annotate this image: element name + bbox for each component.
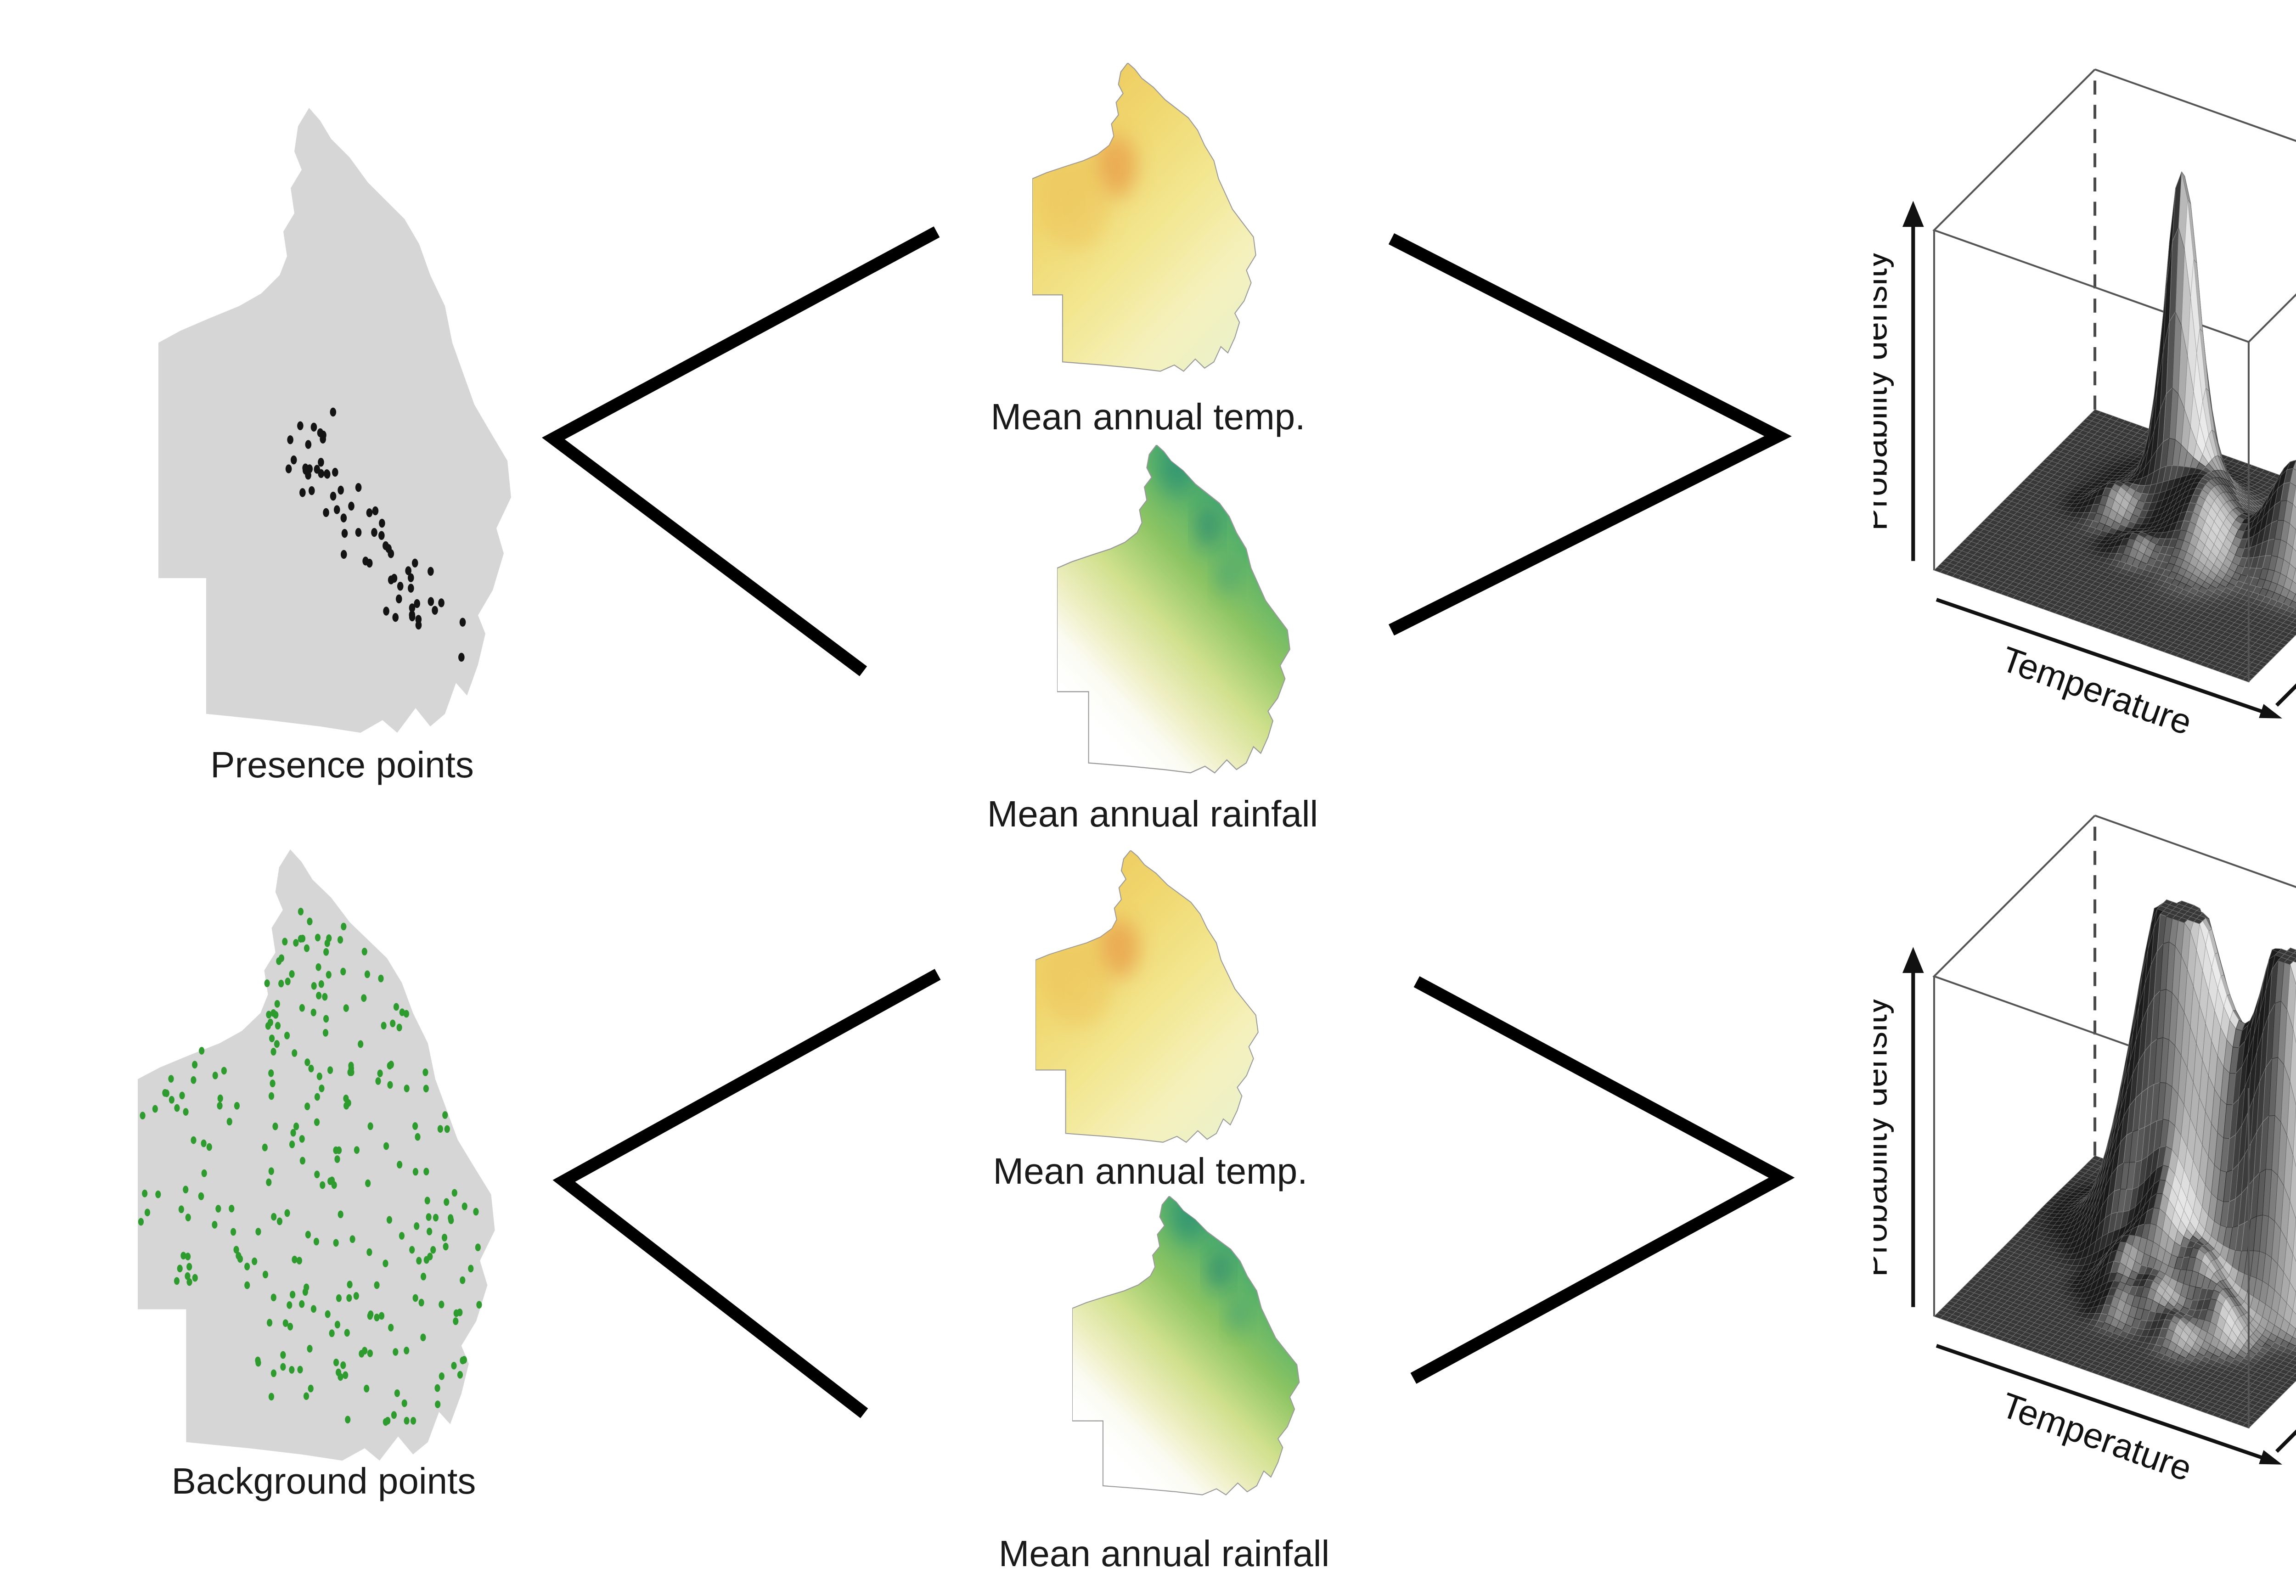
x-axis-arrowhead	[2259, 704, 2282, 719]
x-axis-arrowhead	[2259, 1450, 2282, 1465]
mean-annual-temp-map-bottom	[1035, 850, 1259, 1143]
mean-annual-temp-map-top	[1032, 63, 1256, 372]
mean-annual-rainfall-label-top: Mean annual rainfall	[987, 793, 1318, 834]
z-axis-arrowhead	[1902, 947, 1924, 973]
background-points-map	[138, 849, 495, 1461]
mean-annual-rainfall-label-bottom: Mean annual rainfall	[998, 1533, 1330, 1574]
x-axis-arrow	[1936, 1344, 2268, 1461]
connector-top-left	[542, 226, 940, 676]
surface-mesh	[1934, 171, 2296, 683]
density-surface-plot-available: Probability density Temperature Rainfall	[1874, 815, 2296, 1489]
connector-top-right	[1388, 233, 1792, 636]
mean-annual-rainfall-map-top	[1057, 445, 1290, 774]
mean-annual-rainfall-map-bottom	[1072, 1196, 1300, 1495]
density-surface-plot-presence: Probability density Temperature Rainfall	[1874, 68, 2296, 742]
connector-bottom-right	[1410, 976, 1795, 1384]
presence-points-map	[158, 108, 511, 733]
mean-annual-temp-label-top: Mean annual temp.	[990, 396, 1306, 437]
presence-points-label: Presence points	[210, 744, 474, 785]
z-axis-label: Probability density	[1874, 997, 1894, 1277]
z-axis-label: Probability density	[1874, 251, 1894, 531]
z-axis-arrowhead	[1902, 201, 1924, 227]
surface-mesh	[1934, 899, 2296, 1429]
mean-annual-temp-label-bottom: Mean annual temp.	[993, 1151, 1308, 1191]
connector-bottom-left	[552, 969, 941, 1418]
background-points-label: Background points	[171, 1461, 476, 1501]
x-axis-arrow	[1936, 598, 2268, 715]
